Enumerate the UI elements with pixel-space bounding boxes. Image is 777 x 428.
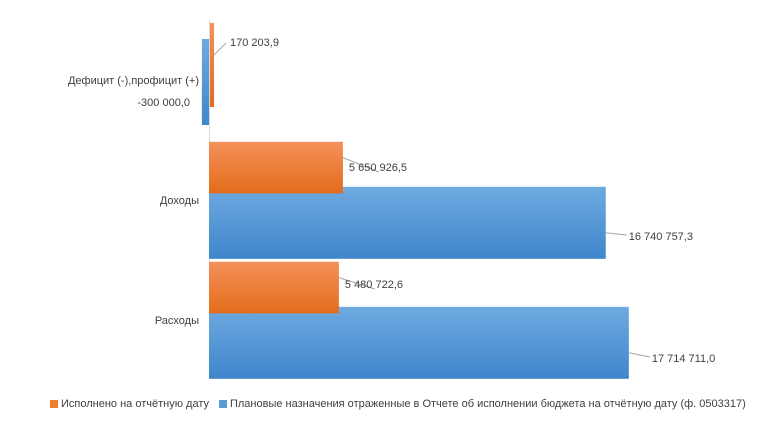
legend-label-planned: Плановые назначения отраженные в Отчете …	[229, 398, 746, 410]
leader-line	[605, 232, 627, 236]
legend-label-executed: Исполнено на отчётную дату	[61, 398, 209, 410]
bar-executed	[209, 141, 343, 194]
category-label: Дефицит (-),профицит (+)	[68, 75, 199, 87]
leader-line	[628, 352, 650, 358]
bar-planned	[209, 186, 606, 259]
bar-planned	[209, 306, 629, 379]
legend-item-planned: Плановые назначения отраженные в Отчете …	[218, 398, 746, 410]
legend: Исполнено на отчётную дату Плановые назн…	[50, 398, 746, 410]
chart: Дефицит (-),профицит (+) -300 000,0 170 20…	[68, 20, 715, 379]
category-label: Доходы	[160, 195, 199, 207]
leader-line	[338, 277, 376, 290]
data-label-executed: 170 203,9	[230, 37, 279, 49]
bar-planned	[201, 39, 209, 125]
data-label-planned: 17 714 711,0	[652, 353, 715, 365]
legend-swatch-planned	[218, 400, 227, 408]
legend-item-executed: Исполнено на отчётную дату	[50, 398, 209, 410]
leader-line	[342, 157, 380, 173]
legend-swatch-executed	[50, 400, 58, 408]
data-label-executed: 5 650 926,5	[349, 162, 407, 174]
data-label-executed: 5 480 722,6	[345, 279, 403, 291]
category-label: Расходы	[155, 315, 199, 327]
leader-line	[213, 42, 227, 56]
data-label-planned: -300 000,0	[137, 97, 190, 109]
bar-executed	[209, 261, 339, 314]
data-label-planned: 16 740 757,3	[629, 231, 693, 243]
bar-executed	[210, 23, 215, 107]
